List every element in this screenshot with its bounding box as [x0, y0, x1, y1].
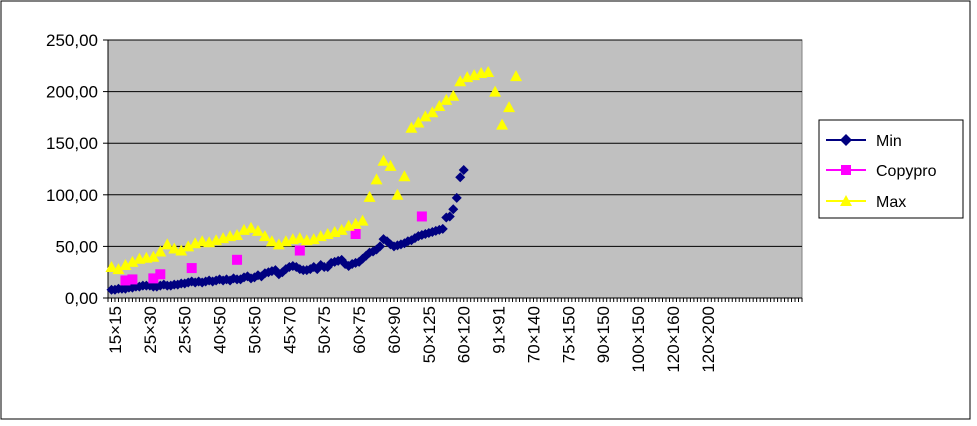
max-point — [272, 238, 285, 250]
x-tick-label: 25×50 — [176, 306, 195, 354]
max-point — [496, 118, 509, 130]
max-point — [482, 65, 495, 77]
max-point — [384, 159, 397, 171]
max-point — [154, 245, 167, 257]
copypro-point — [294, 245, 305, 256]
max-point — [147, 250, 160, 262]
legend-copypro-marker — [841, 165, 851, 175]
legend: Min Copypro Max — [818, 119, 964, 219]
max-point — [398, 170, 411, 182]
y-tick-label: 50,00 — [55, 237, 98, 256]
max-point — [447, 89, 460, 101]
max-point — [265, 235, 278, 247]
legend-copypro-label: Copypro — [876, 163, 937, 180]
x-tick-label: 50×75 — [315, 306, 334, 354]
x-tick-label: 15×15 — [106, 306, 125, 354]
legend-min-marker — [840, 134, 852, 146]
max-point — [489, 85, 502, 97]
max-point — [440, 93, 453, 105]
x-tick-label: 91×91 — [490, 306, 509, 354]
x-tick-label: 120×200 — [699, 306, 718, 373]
y-tick-label: 200,00 — [46, 83, 98, 102]
min-point — [444, 211, 455, 222]
max-point — [356, 214, 369, 226]
max-point — [510, 70, 523, 82]
y-tick-label: 100,00 — [46, 186, 98, 205]
min-point — [451, 192, 462, 203]
max-point — [168, 242, 181, 254]
y-tick-label: 150,00 — [46, 134, 98, 153]
copypro-point — [127, 274, 138, 285]
min-point — [437, 223, 448, 234]
plot-area — [107, 39, 803, 299]
max-point — [503, 101, 516, 113]
x-tick-label: 60×120 — [455, 306, 474, 363]
max-point — [161, 238, 174, 250]
min-point — [375, 241, 386, 252]
copypro-point — [232, 254, 243, 265]
max-point — [349, 217, 362, 229]
copypro-point — [148, 273, 159, 284]
legend-max-label: Max — [876, 194, 906, 211]
x-tick-label: 100×150 — [629, 306, 648, 373]
max-point — [251, 224, 264, 236]
copypro-point — [186, 263, 197, 274]
max-point — [196, 235, 209, 247]
max-point — [175, 244, 188, 256]
max-point — [258, 230, 271, 242]
x-tick-label: 40×50 — [211, 306, 230, 354]
min-point — [448, 204, 459, 215]
copypro-point — [120, 275, 131, 286]
max-point — [105, 261, 118, 273]
max-point — [335, 223, 348, 235]
x-tick-label: 75×150 — [559, 306, 578, 363]
x-tick-label: 50×125 — [420, 306, 439, 363]
x-tick-label: 60×75 — [350, 306, 369, 354]
max-point — [391, 188, 404, 200]
copypro-point — [350, 229, 361, 240]
max-point — [454, 75, 467, 87]
min-point — [458, 165, 469, 176]
y-tick-label: 0,00 — [65, 289, 98, 308]
x-tick-label: 90×150 — [594, 306, 613, 363]
x-tick-label: 25×30 — [141, 306, 160, 354]
legend-max-marker — [840, 195, 852, 206]
max-point — [405, 121, 418, 133]
max-point — [307, 233, 320, 245]
max-point — [119, 258, 132, 270]
x-tick-label: 60×90 — [385, 306, 404, 354]
max-point — [370, 173, 383, 185]
copypro-point — [416, 211, 427, 222]
x-tick-label: 45×70 — [280, 306, 299, 354]
legend-min-label: Min — [876, 133, 902, 150]
max-point — [377, 154, 390, 166]
max-point — [426, 106, 439, 118]
x-tick-label: 70×140 — [524, 306, 543, 363]
max-point — [293, 232, 306, 244]
axes — [103, 39, 803, 302]
series-marks — [105, 65, 523, 295]
max-point — [231, 229, 244, 241]
y-tick-labels: 0,00 50,00 100,00 150,00 200,00 250,00 — [46, 31, 98, 308]
max-point — [412, 116, 425, 128]
max-point — [112, 263, 125, 275]
max-point — [363, 190, 376, 202]
x-tick-label: 120×160 — [664, 306, 683, 373]
max-point — [182, 240, 195, 252]
x-tick-labels: 15×15 25×30 25×50 40×50 50×50 45×70 50×75 60×75… — [106, 306, 718, 373]
max-point — [419, 110, 432, 122]
max-point — [244, 221, 257, 233]
min-point — [455, 172, 466, 183]
max-point — [433, 100, 446, 112]
y-tick-label: 250,00 — [46, 31, 98, 50]
max-point — [126, 255, 139, 267]
copypro-point — [155, 269, 166, 280]
x-tick-label: 50×50 — [245, 306, 264, 354]
